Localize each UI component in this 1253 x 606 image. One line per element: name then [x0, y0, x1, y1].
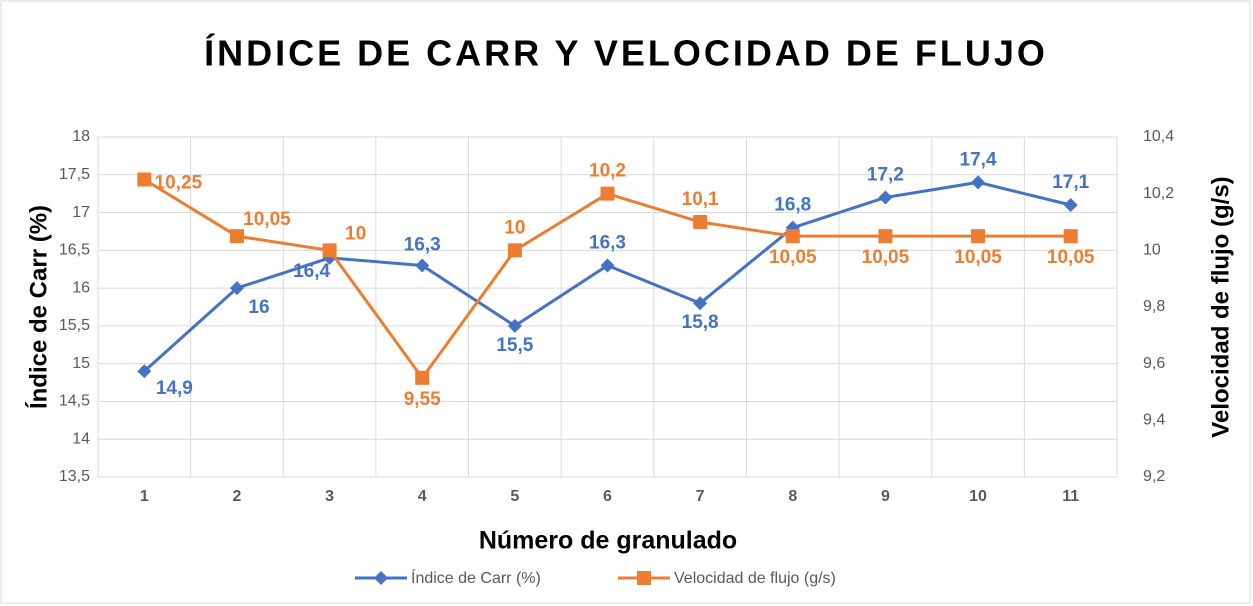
- x-tick-label: 1: [140, 488, 149, 505]
- y-tick-label: 16: [72, 279, 90, 296]
- data-label: 9,55: [404, 389, 441, 410]
- x-tick-label: 8: [788, 488, 797, 505]
- point: [507, 318, 522, 333]
- data-label: 16,8: [774, 195, 811, 216]
- point: [507, 243, 522, 258]
- data-label: 16: [248, 297, 269, 318]
- y2-tick-label: 10,2: [1143, 185, 1174, 202]
- data-label: 10: [345, 223, 366, 244]
- x-tick-label: 5: [510, 488, 519, 505]
- data-label: 17,2: [867, 164, 904, 185]
- y2-tick-label: 9,4: [1143, 412, 1165, 429]
- y-axis-label: Índice de Carr (%): [24, 205, 52, 409]
- data-label: 16,3: [589, 232, 626, 253]
- y2-tick-label: 10,4: [1143, 128, 1174, 145]
- point: [322, 243, 337, 258]
- data-label: 10,05: [769, 247, 817, 268]
- x-tick-label: 10: [969, 488, 987, 505]
- y2-axis-label: Velocidad de flujo (g/s): [1207, 176, 1234, 437]
- legend-label: Índice de Carr (%): [411, 568, 541, 587]
- legend-marker: [637, 571, 651, 585]
- data-label: 10,05: [1047, 247, 1095, 268]
- data-label: 17,1: [1052, 172, 1089, 193]
- data-label: 10,25: [155, 173, 203, 194]
- point: [971, 175, 986, 190]
- legend-marker: [374, 571, 388, 585]
- point: [137, 364, 152, 379]
- x-tick-label: 11: [1062, 488, 1079, 505]
- data-label: 14,9: [156, 378, 193, 399]
- data-label: 10,05: [243, 209, 291, 230]
- y-tick-label: 18: [72, 128, 90, 145]
- data-label: 10,1: [682, 189, 719, 210]
- point: [600, 186, 615, 201]
- y-tick-label: 17,5: [59, 166, 90, 183]
- point: [229, 229, 244, 244]
- point: [415, 370, 430, 385]
- y-tick-label: 16,5: [59, 242, 90, 259]
- point: [693, 215, 708, 229]
- point: [971, 229, 986, 244]
- point: [600, 258, 615, 273]
- y-tick-label: 15: [72, 355, 90, 372]
- x-tick-label: 3: [325, 488, 334, 505]
- data-label: 16,3: [404, 234, 441, 255]
- x-tick-label: 4: [418, 488, 427, 505]
- y-tick-label: 13,5: [59, 468, 90, 485]
- chart-title: ÍNDICE DE CARR Y VELOCIDAD DE FLUJO: [204, 33, 1048, 74]
- point: [415, 258, 430, 273]
- point: [1063, 229, 1078, 244]
- data-label: 10,05: [862, 247, 910, 268]
- point: [137, 172, 152, 187]
- data-label: 10,05: [954, 247, 1002, 268]
- point: [785, 229, 800, 244]
- y2-tick-label: 9,8: [1143, 298, 1165, 315]
- point: [693, 296, 708, 311]
- y-tick-label: 14,5: [59, 393, 90, 410]
- data-label: 17,4: [960, 149, 997, 170]
- x-tick-label: 2: [233, 488, 242, 505]
- x-tick-label: 7: [696, 488, 705, 505]
- legend-item: Índice de Carr (%): [355, 568, 541, 587]
- point: [1063, 198, 1078, 212]
- data-label: 15,5: [496, 335, 533, 356]
- x-axis-label: Número de granulado: [479, 527, 737, 555]
- y-tick-label: 15,5: [59, 317, 90, 334]
- data-label: 10: [504, 217, 525, 238]
- y2-tick-label: 9,2: [1143, 468, 1165, 485]
- point: [878, 190, 893, 205]
- data-label: 15,8: [682, 312, 719, 333]
- legend-label: Velocidad de flujo (g/s): [674, 570, 836, 587]
- point: [229, 281, 244, 296]
- legend-item: Velocidad de flujo (g/s): [618, 570, 836, 587]
- x-tick-label: 6: [603, 488, 612, 505]
- y-tick-label: 17: [72, 204, 90, 221]
- data-label: 16,4: [293, 261, 330, 282]
- x-tick-label: 9: [881, 488, 890, 505]
- y-tick-label: 14: [72, 430, 90, 447]
- data-label: 10,2: [589, 161, 626, 182]
- point: [878, 229, 893, 244]
- y2-tick-label: 9,6: [1143, 355, 1165, 372]
- y2-tick-label: 10: [1143, 242, 1161, 259]
